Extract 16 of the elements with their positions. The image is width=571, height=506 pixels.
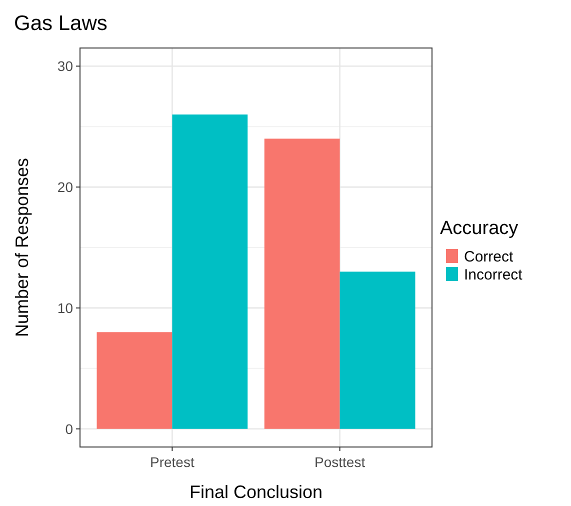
x-tick-label: Pretest <box>150 454 194 470</box>
bar <box>172 114 248 429</box>
y-tick-label: 10 <box>57 300 74 316</box>
y-tick-label: 20 <box>57 178 74 195</box>
legend-label: Correct <box>464 248 514 266</box>
bar <box>340 272 416 429</box>
y-axis-title: Number of Responses <box>12 158 32 338</box>
x-tick-label: Posttest <box>314 454 366 470</box>
x-axis-title: Final Conclusion <box>189 482 323 502</box>
legend-title: Accuracy <box>440 218 519 239</box>
y-tick-label: 30 <box>57 58 74 74</box>
bar <box>264 138 340 429</box>
bar <box>96 332 172 429</box>
legend-label: Incorrect <box>464 266 524 284</box>
y-tick-label: 0 <box>65 420 74 437</box>
chart-title: Gas Laws <box>14 12 108 35</box>
